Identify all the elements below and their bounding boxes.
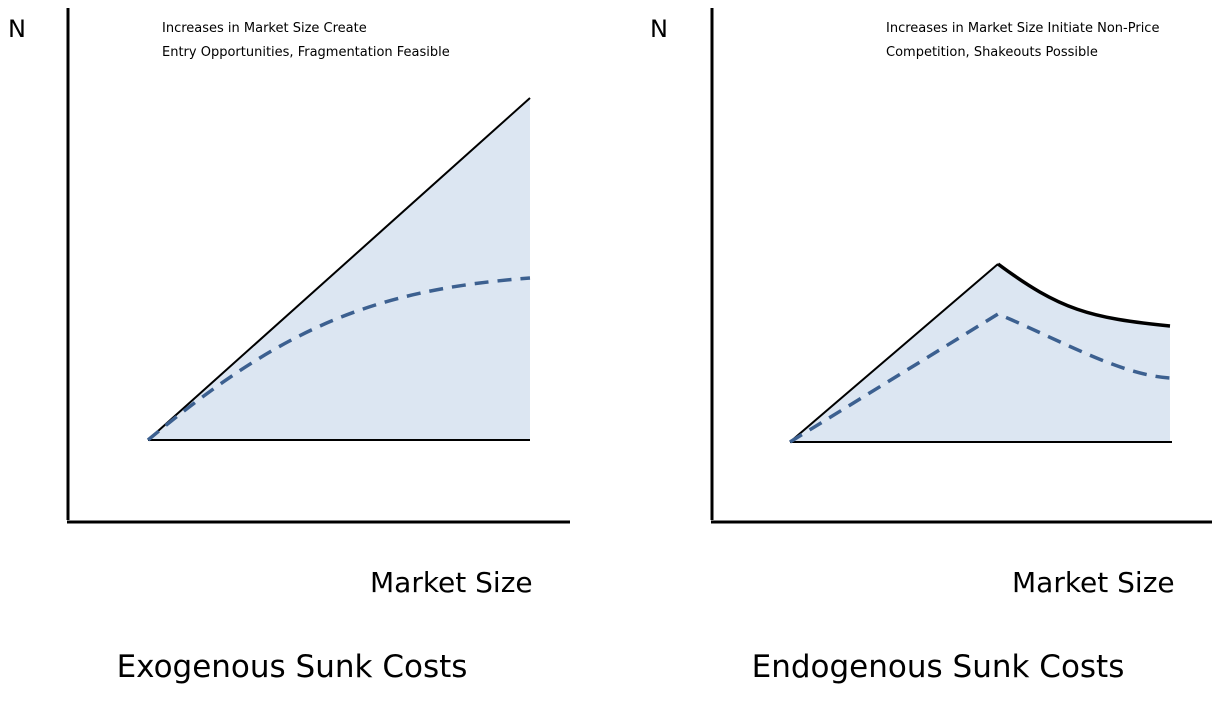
annotation: Increases in Market Size Initiate Non-Pr…	[886, 21, 1159, 36]
caption: Exogenous Sunk Costs	[117, 649, 468, 685]
x-label: Market Size	[1012, 566, 1175, 599]
panel-exogenous: N Increases in Market Size Create Entry …	[8, 8, 570, 685]
caption: Endogenous Sunk Costs	[752, 649, 1125, 685]
annotation: Competition, Shakeouts Possible	[886, 45, 1098, 60]
annotation: Entry Opportunities, Fragmentation Feasi…	[162, 45, 450, 60]
y-label: N	[8, 15, 26, 43]
x-label: Market Size	[370, 566, 533, 599]
panel-endogenous: N Increases in Market Size Initiate Non-…	[650, 8, 1212, 685]
upper-bound	[789, 263, 999, 443]
upper-bound-decline	[996, 262, 1171, 328]
dashed-curve	[789, 312, 1171, 444]
upper-bound	[147, 97, 531, 441]
shaded-region	[790, 264, 1170, 442]
dashed-curve	[146, 276, 531, 442]
annotation: Increases in Market Size Create	[162, 21, 367, 36]
y-label: N	[650, 15, 668, 43]
